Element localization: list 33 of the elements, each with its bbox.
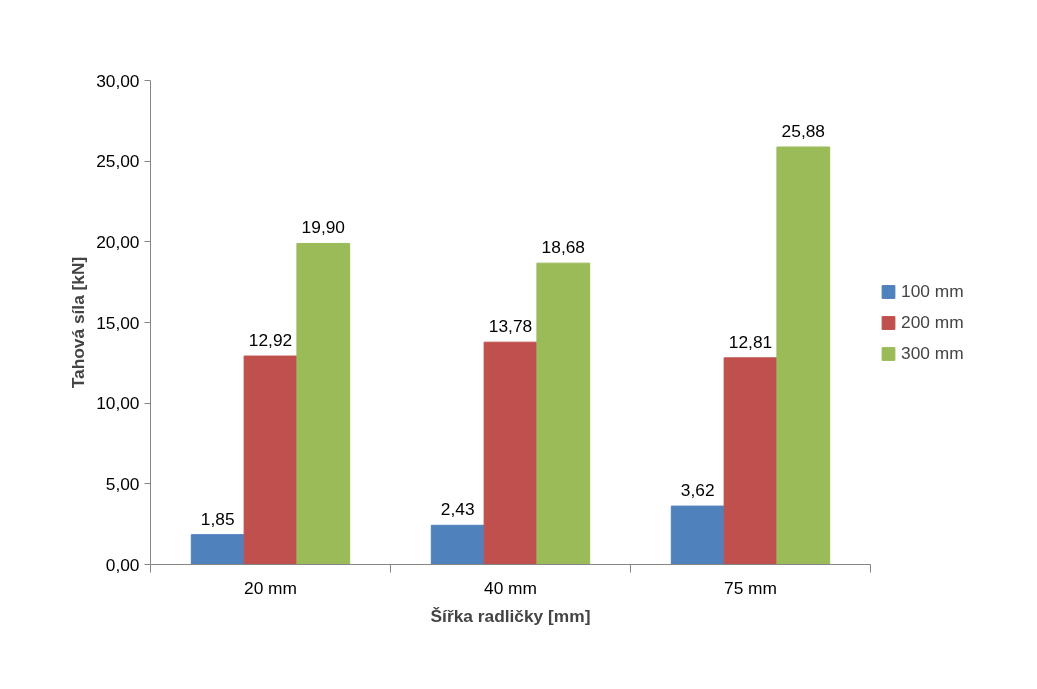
data-label: 1,85 — [200, 508, 235, 529]
data-label: 12,92 — [248, 330, 293, 351]
data-label: 3,62 — [680, 480, 715, 501]
bar — [723, 357, 778, 565]
data-label: 19,90 — [301, 217, 345, 238]
bar — [776, 146, 831, 565]
y-tick-label: 25,00 — [96, 151, 140, 172]
y-tick-label: 20,00 — [96, 231, 140, 252]
bar — [536, 262, 591, 565]
data-label: 25,88 — [781, 120, 825, 141]
y-tick-label: 0,00 — [105, 554, 140, 575]
bar — [670, 505, 725, 565]
bar — [296, 242, 351, 565]
x-tick-label: 20 mm — [244, 577, 297, 598]
y-tick-label: 30,00 — [96, 70, 140, 91]
y-tick-label: 10,00 — [96, 393, 140, 414]
legend-label: 300 mm — [901, 342, 964, 364]
y-axis-title: Tahová síla [kN] — [68, 256, 89, 389]
x-axis-title: Šířka radličky [mm] — [430, 605, 591, 626]
y-tick-label: 15,00 — [96, 312, 140, 333]
bar — [483, 341, 538, 565]
bar — [430, 524, 485, 565]
data-label: 2,43 — [440, 499, 475, 520]
x-tick-label: 40 mm — [484, 577, 537, 598]
data-label: 13,78 — [488, 316, 533, 337]
bar — [190, 534, 245, 565]
bar — [243, 355, 298, 565]
data-label: 12,81 — [728, 331, 773, 352]
x-tick-label: 75 mm — [724, 577, 777, 598]
legend-label: 200 mm — [901, 311, 964, 333]
y-tick-label: 5,00 — [105, 473, 140, 494]
data-label: 18,68 — [541, 237, 585, 258]
legend-label: 100 mm — [901, 280, 964, 302]
